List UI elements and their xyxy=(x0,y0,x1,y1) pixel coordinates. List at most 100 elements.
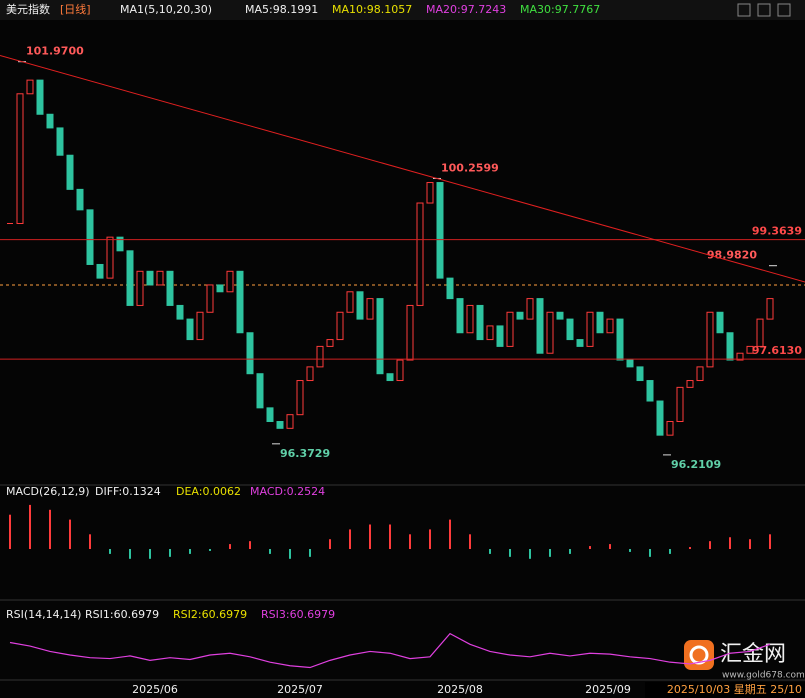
candle xyxy=(246,332,254,375)
candle xyxy=(116,236,124,252)
annotation-label: 101.9700 xyxy=(26,45,84,58)
candle xyxy=(336,311,344,341)
candle xyxy=(136,270,144,306)
candle xyxy=(476,304,484,341)
trend-line xyxy=(0,55,805,283)
candle xyxy=(166,270,174,306)
candle xyxy=(406,304,414,361)
logo-icon xyxy=(684,640,714,670)
candle xyxy=(46,113,54,129)
candle xyxy=(636,366,644,382)
logo-url: www.gold678.com xyxy=(722,671,805,681)
button[interactable] xyxy=(737,3,751,17)
rsi-header: RSI(14,14,14) xyxy=(6,608,81,621)
annotation-label: 98.9820 xyxy=(707,249,757,262)
rsi-value: RSI3:60.6979 xyxy=(261,608,335,621)
candle xyxy=(296,380,304,416)
candle xyxy=(546,311,554,354)
macd-value: DIFF:0.1324 xyxy=(95,485,161,498)
candle xyxy=(186,318,194,341)
ma-value: MA30:97.7767 xyxy=(520,3,600,16)
ma-value: MA10:98.1057 xyxy=(332,3,412,16)
candle xyxy=(616,318,624,361)
date-box xyxy=(645,682,805,698)
candle xyxy=(126,250,134,306)
button[interactable] xyxy=(777,3,791,17)
candle xyxy=(196,311,204,341)
candle xyxy=(506,311,514,347)
candle xyxy=(456,298,464,334)
candle xyxy=(376,298,384,375)
candle xyxy=(256,373,264,409)
ma-name: MA1(5,10,20,30) xyxy=(120,3,212,16)
candle xyxy=(556,311,564,320)
candle xyxy=(266,407,274,423)
period: [日线] xyxy=(60,2,91,16)
candle xyxy=(76,188,84,211)
candle xyxy=(206,284,214,313)
candle xyxy=(706,311,714,368)
candle xyxy=(96,263,104,279)
annotation-label: 100.2599 xyxy=(441,161,499,174)
logo: 汇金网 www.gold678.com xyxy=(684,640,805,681)
rsi-value: RSI1:60.6979 xyxy=(85,608,159,621)
candle xyxy=(356,291,364,320)
candle xyxy=(396,359,404,382)
candle xyxy=(16,93,24,225)
candle xyxy=(416,202,424,306)
button[interactable] xyxy=(757,3,771,17)
candle xyxy=(566,318,574,341)
candle xyxy=(666,421,674,436)
candle xyxy=(226,270,234,293)
candle xyxy=(756,318,764,347)
candle xyxy=(316,345,324,368)
candle xyxy=(576,339,584,347)
candle xyxy=(676,386,684,423)
candle xyxy=(276,421,284,429)
candle xyxy=(466,304,474,334)
x-label: 2025/09 xyxy=(585,683,631,696)
candle xyxy=(726,332,734,361)
candle xyxy=(516,311,524,320)
candle xyxy=(216,284,224,293)
candle xyxy=(626,359,634,368)
candle xyxy=(436,182,444,279)
macd-value: DEA:0.0062 xyxy=(176,485,241,498)
candle xyxy=(736,352,744,361)
candle xyxy=(106,236,114,279)
macd-value: MACD:0.2524 xyxy=(250,485,325,498)
x-label: 2025/07 xyxy=(277,683,323,696)
macd-header: MACD(26,12,9) xyxy=(6,485,90,498)
candle xyxy=(586,311,594,347)
candle xyxy=(26,79,34,95)
candle xyxy=(156,270,164,286)
candle xyxy=(716,311,724,334)
ma-value: MA20:97.7243 xyxy=(426,3,506,16)
candle xyxy=(366,298,374,320)
candle xyxy=(56,127,64,156)
candle xyxy=(176,304,184,320)
candle xyxy=(286,414,294,429)
candle xyxy=(696,366,704,382)
candle xyxy=(86,209,94,265)
candle xyxy=(656,400,664,436)
window-buttons xyxy=(737,3,791,17)
candle xyxy=(36,79,44,115)
header-bar xyxy=(0,0,805,20)
candle xyxy=(596,311,604,334)
candle xyxy=(486,325,494,341)
annotation-label: 96.3729 xyxy=(280,447,330,460)
level-label: 97.6130 xyxy=(752,344,802,357)
title: 美元指数 xyxy=(6,2,50,16)
logo-name: 汇金网 xyxy=(720,642,786,667)
rsi-value: RSI2:60.6979 xyxy=(173,608,247,621)
candle xyxy=(236,270,244,334)
x-label: 2025/06 xyxy=(132,683,178,696)
candle xyxy=(646,380,654,402)
candle xyxy=(686,380,694,388)
candle xyxy=(346,291,354,313)
candle xyxy=(306,366,314,382)
ma-value: MA5:98.1991 xyxy=(245,3,318,16)
